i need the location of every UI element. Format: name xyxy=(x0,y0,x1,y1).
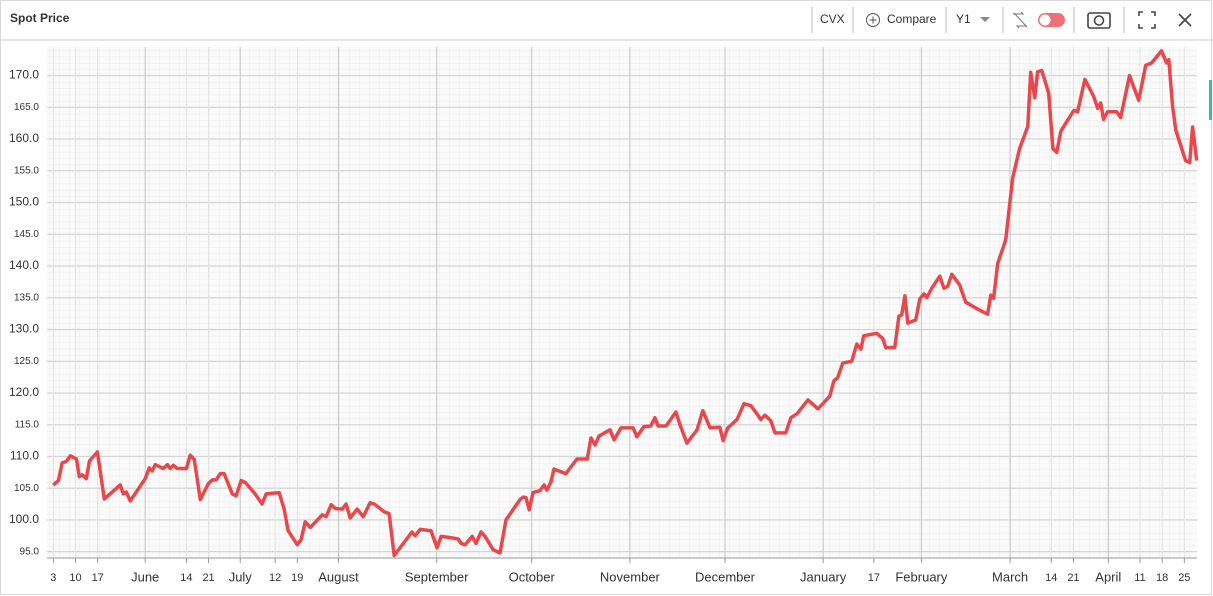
x-tick-label: 25 xyxy=(1178,572,1190,584)
x-tick-label: March xyxy=(992,569,1028,584)
camera-lens xyxy=(1093,15,1105,26)
y-tick-label: 130.0 xyxy=(9,322,39,336)
camera-icon[interactable] xyxy=(1087,12,1111,29)
y-tick-label: 150.0 xyxy=(9,195,39,209)
period-select[interactable]: Y1 xyxy=(956,12,971,26)
marks xyxy=(52,49,1199,558)
y-tick-label: 165.0 xyxy=(14,102,39,113)
x-tick-label: April xyxy=(1095,569,1121,584)
y-tick-label: 140.0 xyxy=(9,258,39,272)
y-tick-label: 125.0 xyxy=(14,356,39,367)
minor-grid xyxy=(47,47,1197,558)
x-tick-label: February xyxy=(895,569,948,584)
x-tick-label: 21 xyxy=(202,572,214,584)
close-icon[interactable] xyxy=(1178,13,1192,27)
y-tick-label: 135.0 xyxy=(14,292,39,303)
panel-title: Spot Price xyxy=(10,11,70,25)
x-tick-label: 19 xyxy=(291,572,303,584)
x-tick-label: December xyxy=(695,569,756,584)
x-tick-label: September xyxy=(405,569,469,584)
x-tick-label: June xyxy=(131,569,159,584)
compare-plus xyxy=(869,16,877,24)
y-tick-label: 105.0 xyxy=(14,483,39,494)
x-tick-label: January xyxy=(800,569,847,584)
y-tick-label: 170.0 xyxy=(9,68,39,82)
labels: 95.0 100.0 105.0 110.0 115.0 120.0 125.0 130.0 1… xyxy=(9,68,1190,585)
y-tick-label: 110.0 xyxy=(10,449,39,463)
x-tick-label: August xyxy=(318,569,359,584)
y-tick-label: 160.0 xyxy=(9,131,39,145)
x-tick-label: 14 xyxy=(1045,572,1057,584)
fullscreen-icon[interactable] xyxy=(1138,11,1156,29)
symbol-button[interactable]: CVX xyxy=(820,12,845,26)
edge-marker xyxy=(1209,80,1212,120)
sync-icon[interactable] xyxy=(1013,11,1028,29)
y-tick-label: 155.0 xyxy=(14,165,39,176)
x-tick-label: 21 xyxy=(1067,572,1079,584)
y-tick-label: 120.0 xyxy=(9,385,39,399)
x-tick-label: 10 xyxy=(69,572,81,584)
y-tick-label: 95.0 xyxy=(20,546,40,557)
grid xyxy=(47,47,1197,563)
x-tick-label: 17 xyxy=(868,572,880,584)
x-tick-label: 11 xyxy=(1134,572,1145,584)
x-tick-label: July xyxy=(229,569,253,584)
x-tick-label: 12 xyxy=(269,572,281,584)
x-tick-label: November xyxy=(600,569,661,584)
y-tick-label: 145.0 xyxy=(14,229,39,240)
x-tick-label: 17 xyxy=(92,572,104,584)
compare-button[interactable]: Compare xyxy=(887,12,937,26)
price-line xyxy=(52,49,1199,558)
y-tick-label: 115.0 xyxy=(15,419,40,430)
x-tick-label: 18 xyxy=(1156,572,1168,584)
toolbar xyxy=(811,7,1125,33)
period-arrow[interactable] xyxy=(980,17,990,22)
y-tick-label: 100.0 xyxy=(9,512,39,526)
toggle-knob xyxy=(1039,14,1051,26)
compare-icon[interactable] xyxy=(866,13,880,27)
x-tick-label: 3 xyxy=(50,572,56,584)
x-tick-label: 14 xyxy=(180,572,192,584)
x-tick-label: October xyxy=(509,569,556,584)
